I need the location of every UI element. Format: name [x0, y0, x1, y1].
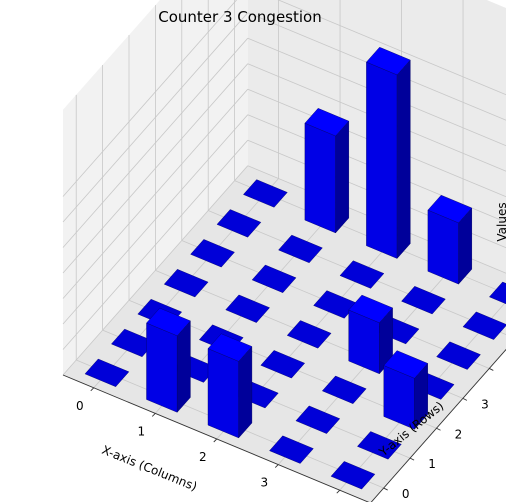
bar-top-face — [146, 307, 191, 337]
bar — [216, 209, 262, 238]
y-tick-label: 2 — [455, 427, 463, 441]
bar-base — [260, 350, 306, 379]
bar — [225, 294, 270, 323]
bar-base — [436, 341, 481, 370]
bar — [366, 46, 411, 260]
x-tick-label: 2 — [199, 450, 207, 464]
bar-base — [462, 311, 506, 340]
x-tick-mark — [336, 489, 341, 494]
bar-front-face — [146, 322, 178, 413]
y-tick-mark — [383, 487, 388, 491]
bar-top-face — [207, 333, 253, 362]
bar — [286, 320, 332, 349]
bar — [348, 294, 393, 375]
grid-lines — [62, 0, 506, 491]
bar-base — [243, 179, 288, 208]
bar-top-face — [366, 46, 411, 76]
bar-base — [278, 234, 323, 264]
bar — [207, 333, 253, 439]
tick-labels: 0123401234560.0000.0250.0500.0750.1000.1… — [76, 368, 494, 502]
back-grid-z — [277, 0, 506, 96]
bar — [84, 358, 130, 387]
bar-base — [251, 264, 297, 293]
bar-base — [269, 435, 314, 464]
z-axis-label: Values — [495, 202, 506, 241]
chart-title: Counter 3 Congestion — [158, 8, 321, 26]
bar — [163, 269, 209, 298]
x-tick-mark — [151, 413, 156, 417]
left-grid-z — [62, 139, 249, 350]
bar — [304, 108, 350, 234]
bar — [357, 431, 402, 460]
bar-top-face — [383, 350, 429, 379]
bar — [295, 405, 341, 434]
bar — [462, 311, 506, 340]
bar-base — [84, 358, 130, 387]
bars-group — [84, 46, 506, 490]
left-grid-z — [62, 63, 249, 274]
bar — [321, 375, 367, 404]
bar-side-face — [176, 320, 191, 413]
bar — [269, 435, 314, 464]
bar — [243, 179, 288, 208]
bar-base — [295, 405, 341, 434]
bar-base — [339, 260, 385, 289]
bar — [260, 350, 306, 379]
bar — [251, 264, 297, 293]
bar-base — [321, 375, 367, 404]
bar-front-face — [304, 122, 336, 234]
y-tick-label: 1 — [428, 457, 436, 471]
bar-base — [163, 269, 209, 298]
left-grid-z — [62, 12, 249, 223]
left-grid-z — [62, 88, 249, 299]
y-tick-mark — [489, 368, 494, 371]
bar-base — [401, 286, 446, 315]
y-tick-mark — [409, 457, 415, 461]
bar-top-face — [304, 108, 350, 137]
y-tick-mark — [436, 427, 441, 431]
bar — [190, 239, 235, 268]
bar-side-face — [396, 59, 411, 260]
bar-base — [190, 239, 235, 268]
bar-base — [357, 431, 402, 460]
bar-base — [330, 461, 376, 490]
y-tick-label: 3 — [481, 397, 489, 411]
bar-top-face — [348, 294, 393, 324]
x-tick-mark — [213, 438, 218, 443]
bar — [383, 350, 429, 430]
left-grid-z — [62, 165, 249, 376]
bar-side-face — [238, 345, 253, 439]
bar — [489, 281, 506, 305]
left-grid-z — [62, 37, 249, 248]
x-tick-label: 3 — [260, 476, 268, 490]
bar-top-face — [427, 194, 473, 224]
bar-base — [225, 294, 270, 323]
left-grid-z — [62, 0, 238, 197]
bar — [427, 194, 473, 285]
bar-base — [489, 281, 506, 305]
bar — [278, 234, 323, 264]
bar-front-face — [366, 61, 398, 259]
bar — [436, 341, 481, 370]
bar — [339, 260, 385, 289]
x-tick-label: 1 — [137, 424, 145, 438]
bar-front-face — [427, 209, 459, 285]
y-tick-mark — [462, 397, 468, 401]
x-axis-label: X-axis (Columns) — [100, 443, 199, 494]
bar-base — [216, 209, 262, 238]
bar — [401, 286, 446, 315]
bar-side-face — [335, 120, 349, 234]
bar-base — [286, 320, 332, 349]
left-grid-z — [62, 114, 249, 325]
x-tick-mark — [274, 464, 279, 468]
x-tick-mark — [90, 387, 95, 392]
x-tick-label: 0 — [76, 399, 84, 413]
bar-front-face — [207, 348, 239, 439]
bar — [330, 461, 376, 490]
bar — [146, 307, 191, 413]
y-tick-label: 0 — [402, 487, 410, 501]
